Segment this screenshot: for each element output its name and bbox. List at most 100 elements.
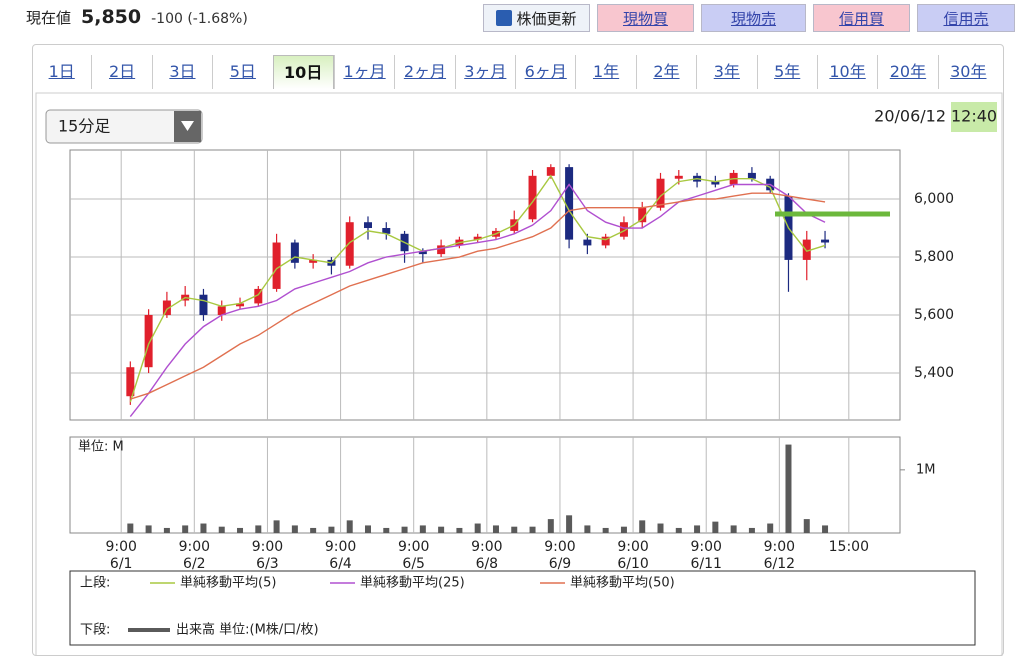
candle-body — [601, 236, 610, 246]
candle-body — [802, 239, 811, 260]
x-tick-date: 6/4 — [329, 556, 352, 572]
volume-bar — [657, 523, 664, 533]
period-tab[interactable]: 20年 — [877, 55, 937, 89]
button[interactable]: 信用買 — [813, 4, 910, 32]
volume-bar — [273, 520, 280, 533]
volume-bar — [620, 526, 627, 533]
candle-body — [565, 167, 574, 240]
period-tab[interactable]: 2ヶ月 — [394, 55, 454, 89]
volume-bar — [255, 525, 262, 533]
button[interactable]: 株価更新 — [483, 4, 590, 32]
period-tabs: 1日 2日 3日 5日 10日 1ヶ月 2ヶ月 3ヶ月 6ヶ月 1年 2年 3年 5年 10年 20年 30年 — [32, 55, 998, 89]
period-tab[interactable]: 2日 — [91, 55, 151, 89]
moving-average-line — [130, 192, 826, 400]
x-tick-label: 9:00 — [325, 539, 356, 555]
candle-body — [638, 207, 647, 223]
candle-body — [345, 222, 354, 266]
x-tick-label: 9:00 — [471, 539, 502, 555]
x-tick-label: 9:00 — [544, 539, 575, 555]
legend-entry: 単純移動平均(5) — [180, 575, 276, 591]
candle-body — [144, 315, 153, 368]
button-label: 株価更新 — [516, 9, 577, 28]
dropdown-arrow — [181, 121, 194, 131]
volume-bar — [566, 515, 573, 533]
period-tab[interactable]: 3ヶ月 — [454, 55, 515, 89]
volume-bar — [803, 519, 810, 533]
candle-body — [382, 228, 391, 234]
volume-bar — [675, 527, 682, 533]
inner-frame — [35, 92, 1003, 656]
x-tick-date: 6/1 — [110, 556, 133, 572]
refresh-icon — [496, 10, 513, 26]
button[interactable]: 現物売 — [701, 4, 806, 32]
legend-entry: 単純移動平均(25) — [360, 575, 465, 591]
price-change: -100 (-1.68%) — [151, 11, 248, 27]
timestamp-date: 20/06/12 — [874, 107, 946, 126]
period-tab[interactable]: 1年 — [575, 55, 635, 89]
dropdown[interactable] — [45, 109, 203, 144]
volume-bar — [511, 526, 518, 533]
volume-bar — [401, 526, 408, 533]
period-tab[interactable]: 3年 — [696, 55, 756, 89]
volume-bar — [474, 523, 481, 533]
volume-bar — [182, 525, 189, 533]
period-tab[interactable]: 2年 — [635, 55, 696, 89]
x-tick-date: 6/10 — [617, 556, 648, 572]
volume-bar — [822, 525, 829, 533]
timestamp-time: 12:40 — [951, 107, 997, 126]
candle-body — [236, 303, 245, 307]
candle-body — [619, 222, 628, 237]
candle-body — [254, 288, 263, 304]
candle-body — [290, 242, 299, 263]
volume-bar — [438, 526, 445, 533]
candle-body — [309, 259, 318, 263]
period-tab[interactable]: 3日 — [151, 55, 212, 89]
volume-bar — [748, 527, 755, 533]
candle-body — [711, 181, 720, 185]
moving-average-line — [129, 183, 826, 417]
x-tick-date: 6/2 — [183, 556, 206, 572]
period-tab[interactable]: 1日 — [48, 62, 75, 81]
candle-body — [656, 178, 665, 208]
period-tab[interactable]: 10年 — [816, 55, 877, 89]
volume-bar — [127, 523, 134, 533]
period-tab[interactable]: 5日 — [212, 55, 272, 89]
dropdown-label: 15分足 — [58, 117, 110, 136]
candle-body — [162, 300, 171, 316]
button[interactable]: 現物買 — [597, 4, 694, 32]
button-label: 現物売 — [730, 9, 776, 28]
volume-bar — [456, 527, 463, 533]
candle-body — [747, 172, 756, 179]
candle-body — [546, 167, 555, 176]
button-label: 信用買 — [838, 9, 884, 28]
volume-plot — [69, 436, 901, 534]
volume-bar — [529, 526, 536, 533]
y-tick-label: 5,400 — [914, 365, 954, 381]
y-tick-label: 5,600 — [914, 307, 954, 323]
volume-bar — [602, 527, 609, 533]
volume-bar — [639, 520, 646, 533]
volume-bar — [163, 527, 170, 533]
period-tab[interactable]: 5年 — [756, 55, 817, 89]
volume-bar — [218, 526, 225, 533]
x-tick-label: 9:00 — [617, 539, 648, 555]
period-tab[interactable]: 30年 — [937, 55, 998, 89]
volume-bar — [237, 527, 244, 533]
volume-bar — [712, 521, 719, 533]
period-tab[interactable]: 6ヶ月 — [515, 55, 575, 89]
x-tick-label: 9:00 — [105, 539, 136, 555]
x-tick-date: 6/8 — [476, 556, 499, 572]
y-tick-label: 5,800 — [914, 249, 954, 265]
x-tick-date: 6/9 — [549, 556, 572, 572]
candle-body — [674, 175, 683, 179]
button[interactable]: 信用売 — [917, 4, 1015, 32]
volume-bar — [200, 523, 207, 533]
price-label: 現在値 — [26, 9, 72, 27]
volume-bar — [291, 525, 298, 533]
period-tab[interactable]: 10日 — [272, 55, 334, 89]
x-tick-label: 9:00 — [179, 539, 210, 555]
period-tab[interactable]: 1ヶ月 — [333, 55, 394, 89]
x-tick-label: 9:00 — [764, 539, 795, 555]
volume-bar — [328, 526, 335, 533]
